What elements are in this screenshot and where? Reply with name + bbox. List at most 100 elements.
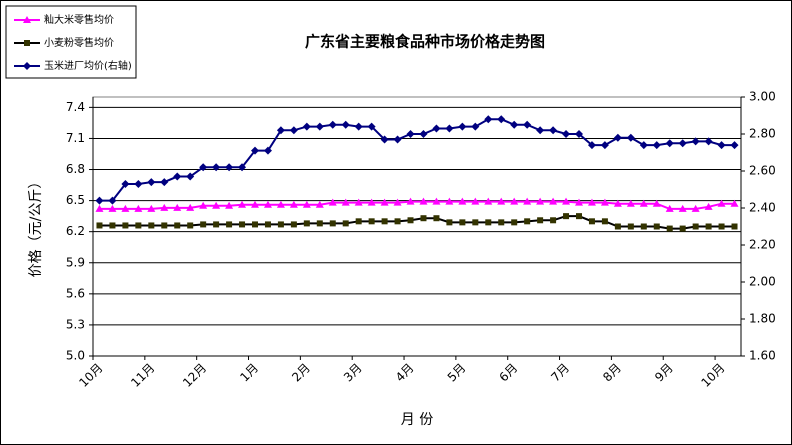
data-point [601,218,608,225]
data-point [147,178,156,187]
data-point [277,221,284,228]
y-tick-label: 6.2 [66,224,85,238]
y2-tick-label: 1.60 [749,349,776,363]
data-point [315,200,324,208]
data-point [380,135,389,144]
data-point [627,223,634,230]
data-point [549,197,558,205]
data-point [587,198,596,206]
data-point [367,122,376,131]
data-point [174,222,181,229]
y2-tick-label: 3.00 [749,90,776,104]
data-point [575,198,583,206]
data-point [730,141,739,150]
y2-tick-label: 1.80 [749,312,776,326]
data-point [213,221,220,228]
data-point [122,222,129,229]
data-point [550,217,557,224]
data-point [420,215,427,222]
data-point [587,141,596,150]
data-point [524,218,531,225]
legend-label: 小麦粉零售均价 [44,36,114,49]
data-point [381,218,388,225]
data-point [252,221,258,228]
data-point [704,202,713,210]
data-point [173,203,182,211]
x-axis-label: 月 份 [401,412,433,428]
y-tick-label: 5.6 [66,286,85,300]
data-point [653,223,660,230]
data-point [652,199,661,207]
y-tick-label: 5.3 [66,317,85,331]
data-point [147,204,156,212]
data-point [472,219,479,226]
data-point [160,178,169,187]
data-point [328,198,337,206]
y-tick-label: 5.9 [66,255,85,269]
data-point [666,225,673,232]
data-point [263,146,272,155]
data-point [510,120,519,129]
data-point [665,139,674,148]
data-point [432,197,441,205]
data-point [394,218,401,225]
y2-tick-label: 2.40 [749,201,776,215]
data-point [432,124,441,133]
data-point [341,198,350,206]
data-point [523,120,532,129]
data-point [562,130,571,138]
data-point [96,222,103,229]
data-point [588,218,595,225]
data-point [614,223,621,230]
data-point [354,198,363,206]
data-point [497,197,506,205]
data-point [302,200,311,208]
data-point [108,196,117,205]
y2-tick-label: 2.80 [749,127,776,141]
data-point [200,221,207,228]
legend-marker [24,40,30,46]
data-point [316,220,323,227]
y-axis-label: 价格（元/公斤） [28,175,44,278]
data-point [199,163,208,172]
data-point [186,203,195,211]
data-point [289,200,298,208]
data-point [511,219,518,226]
data-point [600,141,609,150]
data-point [678,139,687,148]
data-point [575,130,583,138]
data-point [290,221,297,228]
data-point [665,204,674,212]
data-point [458,197,467,205]
data-point [600,198,609,206]
y2-tick-label: 2.60 [749,164,776,178]
data-point [148,222,155,229]
data-point [109,222,116,229]
data-point [652,141,661,150]
data-point [445,197,454,205]
data-point [498,219,505,226]
data-point [121,204,130,212]
data-point [679,225,686,232]
data-point [95,196,104,205]
data-point [173,172,182,181]
data-point [717,199,726,207]
data-point [289,126,298,135]
data-point [549,126,558,135]
data-point [523,197,532,205]
data-point [537,217,544,224]
data-point [212,201,221,209]
data-point [367,198,376,206]
data-point [691,137,700,146]
data-point [639,141,648,150]
data-point [263,200,272,208]
data-point [212,163,221,172]
data-point [613,199,622,207]
data-point [161,222,168,229]
data-point [419,197,428,205]
data-point [276,200,285,208]
data-point [691,204,700,212]
y-tick-label: 7.1 [66,131,85,145]
data-point [692,223,699,230]
